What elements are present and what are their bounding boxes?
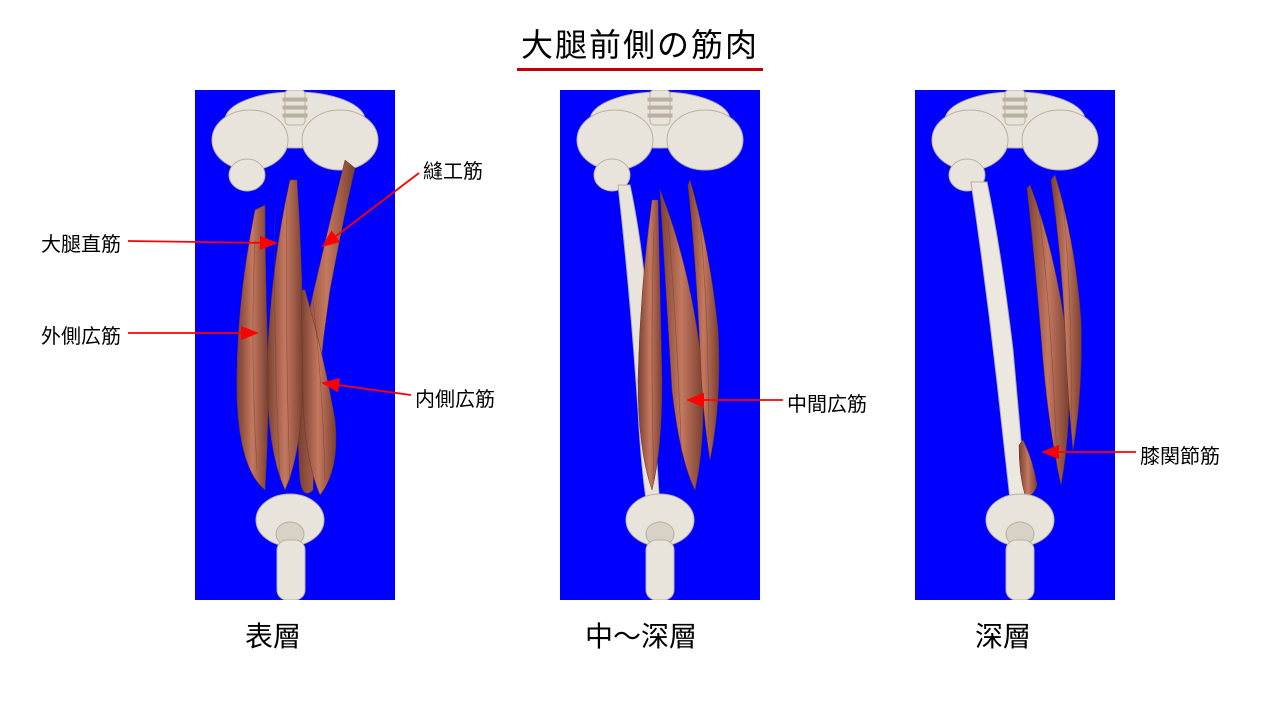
muscle-label: 縫工筋 [423,155,483,184]
panel-mid [560,90,760,600]
caption-superficial: 表層 [245,615,301,655]
muscle-label: 膝関節筋 [1140,440,1220,469]
muscle-label: 中間広筋 [787,388,867,417]
page-title: 大腿前側の筋肉 [517,20,763,71]
panel-deep [915,90,1115,600]
caption-deep: 深層 [975,615,1031,655]
muscle-label: 外側広筋 [41,320,121,349]
muscle-label: 内側広筋 [415,383,495,412]
caption-mid: 中～深層 [585,615,697,655]
panel-superficial [195,90,395,600]
muscle-label: 大腿直筋 [41,228,121,257]
